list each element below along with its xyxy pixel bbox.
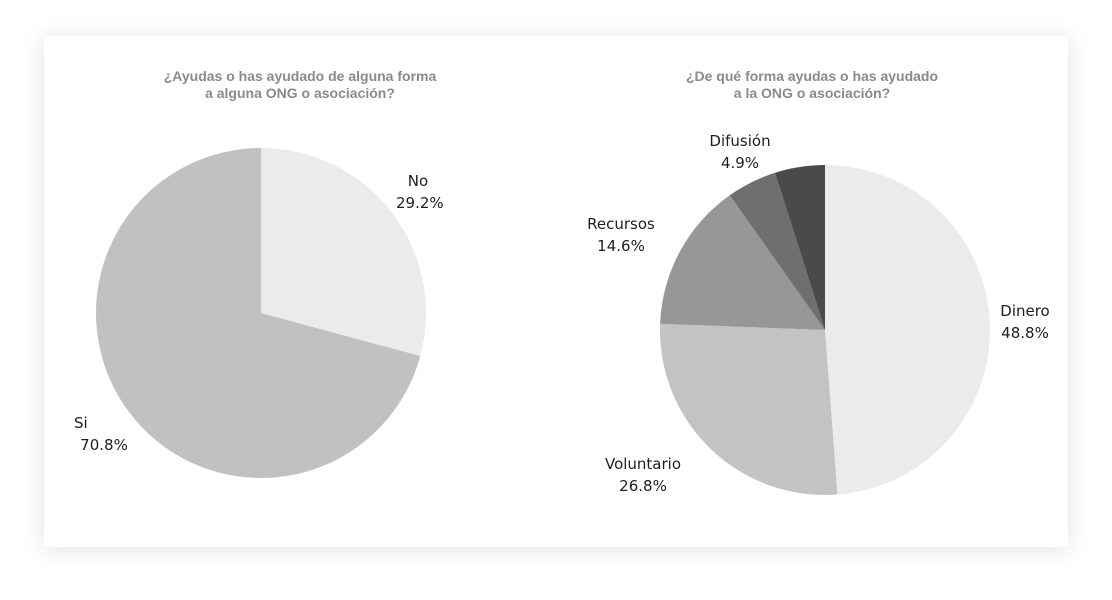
pie-panel-help-type: ¿De qué forma ayudas o has ayudado a la …	[556, 36, 1068, 547]
pie-1-label-si: Si 70.8%	[74, 412, 134, 456]
pie-2-label-difusion: Difusión 4.9%	[700, 130, 780, 174]
pie-2-slice-unlabeled-4	[775, 165, 825, 330]
pie-2-label-recursos-name: Recursos	[587, 215, 655, 233]
chart-card: ¿Ayudas o has ayudado de alguna forma a …	[44, 36, 1068, 547]
pie-1-label-no: No 29.2%	[396, 170, 444, 214]
pie-2-title-line-2: a la ONG o asociación?	[733, 85, 891, 101]
pie-2-title-line-1: ¿De qué forma ayudas o has ayudado	[685, 68, 939, 84]
pie-2-label-dinero: Dinero 48.8%	[990, 300, 1060, 344]
pie-1-slice-no	[261, 148, 427, 357]
pie-2-label-recursos-value: 14.6%	[597, 237, 645, 255]
pie-2-slice-recursos	[660, 195, 825, 330]
pie-panel-help-any: ¿Ayudas o has ayudado de alguna forma a …	[44, 36, 556, 547]
pie-2-slice-difusion	[729, 172, 825, 330]
pie-2-label-voluntario-name: Voluntario	[604, 455, 682, 473]
pie-1-label-no-name: No	[407, 172, 429, 190]
pie-1-label-si-name: Si	[74, 414, 88, 432]
pie-2-slice-dinero	[825, 165, 990, 495]
pie-1-title: ¿Ayudas o has ayudado de alguna forma a …	[44, 68, 556, 102]
pie-2-label-voluntario-value: 26.8%	[619, 477, 667, 495]
pie-2-label-dinero-value: 48.8%	[1001, 324, 1049, 342]
pie-2-title: ¿De qué forma ayudas o has ayudado a la …	[556, 68, 1068, 102]
pie-1-chart	[96, 148, 427, 478]
pie-2-slice-voluntario	[660, 323, 838, 495]
pie-1-label-no-value: 29.2%	[396, 194, 444, 212]
pie-1-title-line-1: ¿Ayudas o has ayudado de alguna forma	[163, 68, 437, 84]
pie-2-label-recursos: Recursos 14.6%	[576, 213, 666, 257]
pie-2-label-dinero-name: Dinero	[1000, 302, 1050, 320]
pie-2-label-voluntario: Voluntario 26.8%	[598, 453, 688, 497]
pie-1-label-si-value: 70.8%	[80, 436, 128, 454]
pie-2-chart	[660, 165, 990, 495]
pie-2-label-difusion-name: Difusión	[709, 132, 771, 150]
pie-1-title-line-2: a alguna ONG o asociación?	[205, 85, 395, 101]
pie-2-label-difusion-value: 4.9%	[720, 154, 760, 172]
pie-1-slice-si	[96, 148, 421, 478]
